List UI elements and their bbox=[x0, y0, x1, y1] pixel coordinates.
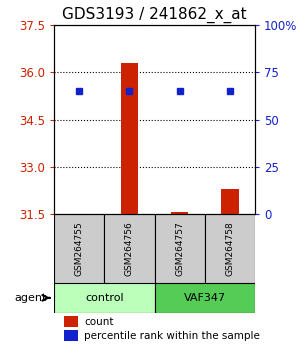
Bar bbox=[64, 316, 78, 327]
Text: VAF347: VAF347 bbox=[184, 293, 226, 303]
Text: GSM264757: GSM264757 bbox=[175, 221, 184, 276]
Text: count: count bbox=[84, 316, 114, 326]
Text: agent: agent bbox=[14, 293, 46, 303]
Text: GSM264755: GSM264755 bbox=[75, 221, 84, 276]
FancyBboxPatch shape bbox=[205, 215, 255, 283]
Bar bbox=[121, 63, 138, 215]
Text: GSM264756: GSM264756 bbox=[125, 221, 134, 276]
Title: GDS3193 / 241862_x_at: GDS3193 / 241862_x_at bbox=[62, 7, 247, 23]
Bar bbox=[221, 189, 239, 215]
Bar bbox=[64, 330, 78, 341]
Bar bbox=[70, 214, 88, 215]
Text: GSM264758: GSM264758 bbox=[225, 221, 234, 276]
FancyBboxPatch shape bbox=[104, 215, 154, 283]
FancyBboxPatch shape bbox=[154, 283, 255, 313]
Text: control: control bbox=[85, 293, 124, 303]
FancyBboxPatch shape bbox=[154, 215, 205, 283]
FancyBboxPatch shape bbox=[54, 283, 154, 313]
FancyBboxPatch shape bbox=[54, 215, 104, 283]
Text: percentile rank within the sample: percentile rank within the sample bbox=[84, 331, 260, 341]
Bar bbox=[171, 212, 188, 215]
